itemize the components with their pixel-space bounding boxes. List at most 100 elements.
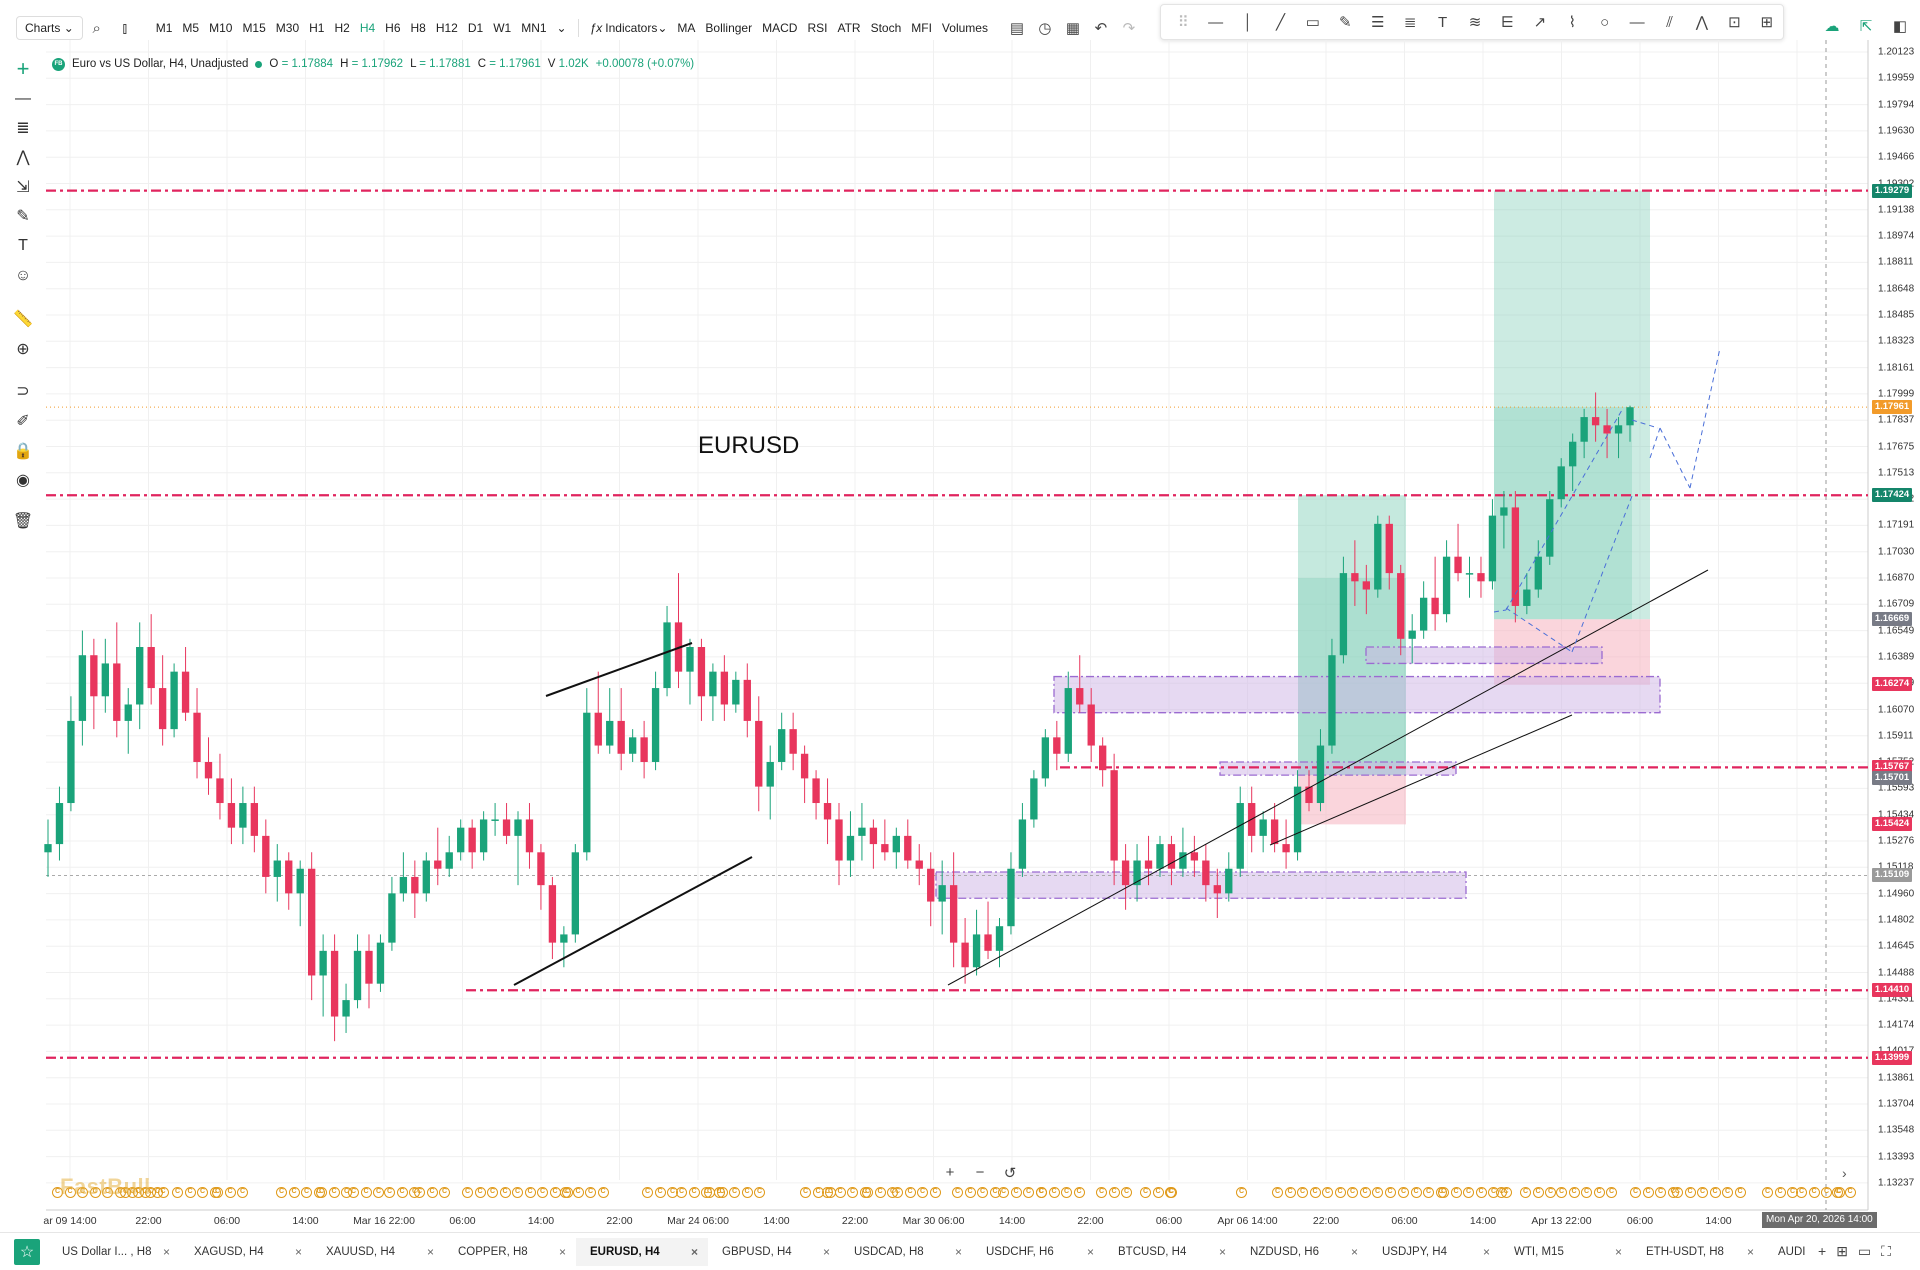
- projection-path[interactable]: [1649, 427, 1661, 459]
- candle-body[interactable]: [273, 860, 281, 877]
- projection-path[interactable]: [1505, 409, 1623, 611]
- candle-body[interactable]: [365, 950, 373, 984]
- economic-event-icon[interactable]: C: [1832, 1187, 1843, 1198]
- candle-body[interactable]: [1374, 523, 1382, 590]
- economic-event-icon[interactable]: C: [197, 1187, 208, 1198]
- candle-body[interactable]: [915, 860, 923, 869]
- close-tab-icon[interactable]: ×: [690, 1244, 698, 1259]
- symbol-tab[interactable]: AUDI: [1764, 1238, 1810, 1266]
- candle-body[interactable]: [307, 868, 316, 976]
- candle-body[interactable]: [250, 803, 259, 836]
- favorites-star-icon[interactable]: ☆: [14, 1238, 40, 1265]
- candle-body[interactable]: [457, 827, 465, 853]
- economic-event-icon[interactable]: C: [1152, 1187, 1164, 1198]
- economic-event-icon[interactable]: C: [474, 1187, 486, 1198]
- reset-view-icon[interactable]: ↺: [1003, 1165, 1017, 1182]
- economic-event-icon[interactable]: C: [1630, 1187, 1641, 1198]
- parallel-channel-icon[interactable]: ≋: [1468, 14, 1482, 31]
- economic-event-icon[interactable]: C: [1520, 1187, 1531, 1198]
- candle-body[interactable]: [1534, 556, 1542, 590]
- candle-body[interactable]: [927, 868, 935, 902]
- demand-zone[interactable]: [935, 871, 1467, 899]
- candle-body[interactable]: [1580, 417, 1588, 442]
- candle-body[interactable]: [1293, 786, 1302, 853]
- candle-body[interactable]: [755, 720, 763, 787]
- close-tab-icon[interactable]: ×: [1218, 1244, 1226, 1259]
- candle-body[interactable]: [606, 720, 614, 746]
- candle-body[interactable]: [1488, 515, 1497, 582]
- candle-body[interactable]: [1007, 868, 1015, 927]
- candle-body[interactable]: [342, 1000, 350, 1017]
- economic-event-icon[interactable]: C: [1272, 1187, 1283, 1198]
- eye-icon[interactable]: ◉: [16, 472, 30, 489]
- economic-event-icon[interactable]: C: [52, 1187, 63, 1198]
- search-icon[interactable]: ⌕: [92, 19, 101, 37]
- candle-body[interactable]: [1156, 844, 1164, 869]
- economic-event-icon[interactable]: C: [77, 1187, 88, 1198]
- economic-event-icon[interactable]: C: [1496, 1187, 1507, 1198]
- candle-body[interactable]: [1511, 507, 1520, 606]
- candle-body[interactable]: [1190, 852, 1199, 861]
- candle-body[interactable]: [1442, 556, 1451, 615]
- candle-body[interactable]: [55, 803, 64, 845]
- economic-event-icon[interactable]: C: [1398, 1187, 1409, 1198]
- economic-event-icon[interactable]: C: [301, 1187, 312, 1198]
- economic-event-icon[interactable]: C: [316, 1187, 327, 1198]
- candle-body[interactable]: [1603, 425, 1611, 434]
- candle-body[interactable]: [67, 720, 75, 804]
- candle-body[interactable]: [651, 688, 660, 762]
- economic-event-icon[interactable]: C: [1450, 1187, 1462, 1198]
- symbol-tab[interactable]: EURUSD, H4 ×: [576, 1237, 708, 1266]
- timeframe-h12[interactable]: H12: [435, 21, 458, 35]
- candle-body[interactable]: [445, 852, 453, 869]
- fib-icon[interactable]: ≣: [1403, 14, 1417, 31]
- economic-event-icon[interactable]: C: [1821, 1187, 1832, 1198]
- projection-path[interactable]: [1689, 347, 1721, 489]
- projection-path[interactable]: [1505, 607, 1573, 653]
- pattern-icon[interactable]: ⋀: [16, 149, 30, 166]
- economic-event-icon[interactable]: C: [1463, 1187, 1474, 1198]
- path-icon[interactable]: ⌇: [1568, 14, 1576, 31]
- candle-body[interactable]: [330, 950, 339, 1017]
- candle-body[interactable]: [101, 663, 109, 697]
- economic-event-icon[interactable]: C: [716, 1187, 728, 1198]
- economic-event-icon[interactable]: C: [904, 1187, 916, 1198]
- economic-event-icon[interactable]: C: [1108, 1187, 1120, 1198]
- candle-body[interactable]: [491, 819, 499, 821]
- economic-event-icon[interactable]: C: [373, 1187, 384, 1198]
- candle-body[interactable]: [560, 934, 568, 943]
- economic-event-icon[interactable]: C: [847, 1187, 858, 1198]
- projection-path[interactable]: [1493, 609, 1507, 613]
- economic-event-icon[interactable]: C: [426, 1187, 438, 1198]
- economic-event-icon[interactable]: C: [1545, 1187, 1556, 1198]
- candle-body[interactable]: [193, 712, 201, 762]
- stop-loss-zone[interactable]: [1298, 775, 1406, 825]
- candle-body[interactable]: [479, 819, 488, 853]
- candle-body[interactable]: [1110, 770, 1118, 861]
- economic-event-icon[interactable]: C: [964, 1187, 976, 1198]
- economic-event-icon[interactable]: C: [1359, 1187, 1371, 1198]
- candle-body[interactable]: [1087, 704, 1095, 746]
- economic-event-icon[interactable]: C: [952, 1187, 963, 1198]
- candle-body[interactable]: [1465, 573, 1474, 575]
- candle-body[interactable]: [594, 712, 602, 746]
- economic-event-icon[interactable]: C: [729, 1187, 740, 1198]
- symbol-tab[interactable]: XAUUSD, H4 ×: [312, 1238, 444, 1266]
- candle-body[interactable]: [663, 622, 671, 689]
- candle-body[interactable]: [181, 671, 190, 713]
- close-tab-icon[interactable]: ×: [1350, 1244, 1358, 1259]
- demand-zone[interactable]: [1219, 761, 1457, 776]
- candle-body[interactable]: [846, 835, 855, 861]
- alert-icon[interactable]: ◷: [1038, 20, 1052, 37]
- candle-body[interactable]: [571, 852, 580, 935]
- layout-icon[interactable]: ▤: [1009, 20, 1025, 37]
- economic-event-icon[interactable]: C: [1655, 1187, 1666, 1198]
- close-tab-icon[interactable]: ×: [558, 1244, 566, 1259]
- economic-event-icon[interactable]: C: [1762, 1187, 1773, 1198]
- candle-body[interactable]: [124, 704, 132, 721]
- candle-body[interactable]: [353, 950, 362, 1001]
- candle-body[interactable]: [204, 761, 213, 779]
- indicators-button[interactable]: ƒx Indicators ⌄: [585, 14, 673, 42]
- fib-retracement-icon[interactable]: ≣: [16, 120, 30, 137]
